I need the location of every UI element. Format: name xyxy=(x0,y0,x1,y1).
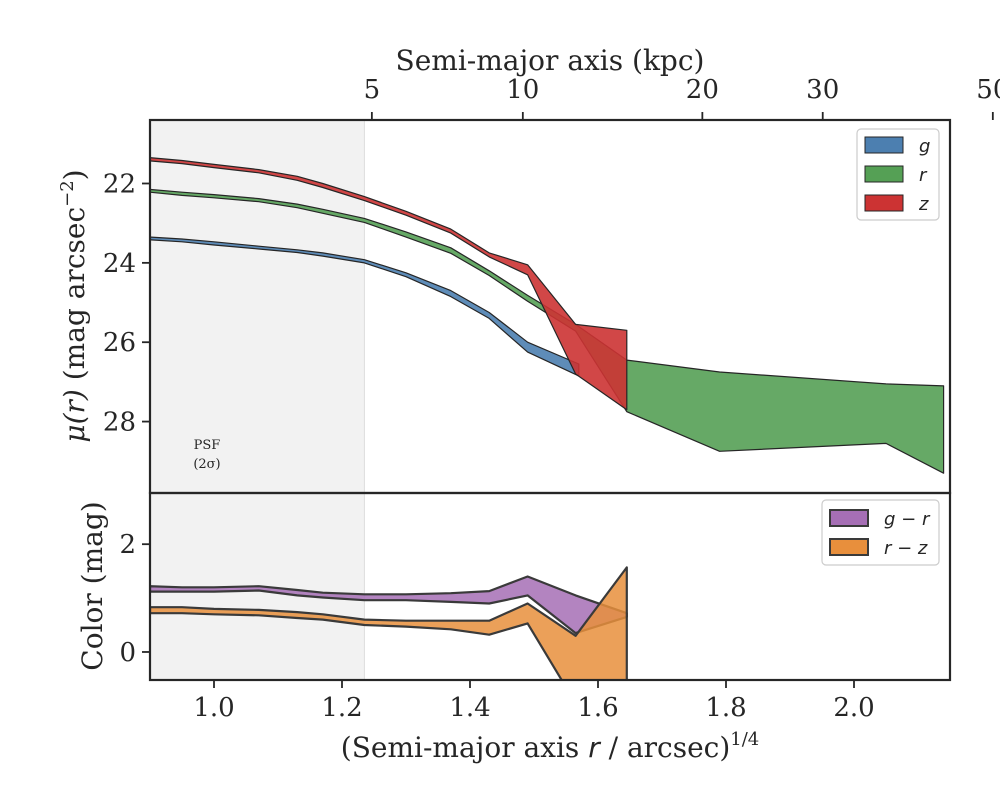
legend-swatch-g xyxy=(864,136,904,154)
x-tick-label: 1.8 xyxy=(705,693,746,723)
x-tick-label: 2.0 xyxy=(833,693,874,723)
legend-swatch-r xyxy=(864,165,904,183)
y-tick-label: 22 xyxy=(103,169,136,199)
band-r xyxy=(151,188,945,474)
legend-label-g: g xyxy=(919,136,930,157)
legend-swatch-r-z xyxy=(829,538,869,556)
surface-brightness-bands xyxy=(151,157,945,474)
top-tick-label: 50 xyxy=(976,75,1000,105)
bottom-x-axis-title: (Semi-major axis r / arcsec)1/4 xyxy=(341,729,759,764)
y-tick-label: 28 xyxy=(103,408,136,438)
legend-swatch-g-r xyxy=(829,509,869,527)
top-tick-label: 10 xyxy=(506,75,539,105)
top-axis-ticks: 51020305075100 xyxy=(364,75,1000,120)
top-tick-label: 20 xyxy=(686,75,719,105)
legend-label-z: z xyxy=(918,194,929,215)
bottom-x-axis-ticks: 1.0 1.2 1.4 1.6 1.8 2.0 xyxy=(193,680,875,723)
top-x-axis-title: Semi-major axis (kpc) xyxy=(396,44,705,77)
band-rz xyxy=(151,566,628,679)
x-tick-label: 1.0 xyxy=(193,693,234,723)
psf-label: PSF xyxy=(194,438,221,453)
bottom-panel-frame xyxy=(148,491,952,682)
bottom-y-axis-ticks: 02 xyxy=(119,530,150,668)
y-tick-label: 2 xyxy=(119,530,136,560)
top-y-axis-title: μ(r) (mag arcsec−2) xyxy=(57,169,91,442)
top-tick-label: 30 xyxy=(806,75,839,105)
legend-label-g-r: g − r xyxy=(884,509,931,530)
psf-sigma-label: (2σ) xyxy=(193,457,220,472)
legend-swatch-z xyxy=(864,194,904,212)
bottom-y-axis-title: Color (mag) xyxy=(76,501,109,670)
legend-label-r: r xyxy=(919,165,928,186)
top-tick-label: 5 xyxy=(364,75,381,105)
color-bands xyxy=(151,566,628,679)
y-tick-label: 24 xyxy=(103,249,136,279)
x-tick-label: 1.2 xyxy=(321,693,362,723)
band-z xyxy=(151,157,628,411)
legend-surface-brightness: g r z xyxy=(856,128,940,221)
y-tick-label: 26 xyxy=(103,328,136,358)
x-tick-label: 1.6 xyxy=(577,693,618,723)
x-tick-label: 1.4 xyxy=(449,693,490,723)
top-y-axis-ticks: 22 24 26 28 xyxy=(103,169,150,438)
legend-color: g − r r − z xyxy=(821,499,940,566)
y-tick-label: 0 xyxy=(119,638,136,668)
legend-label-r-z: r − z xyxy=(884,538,928,559)
